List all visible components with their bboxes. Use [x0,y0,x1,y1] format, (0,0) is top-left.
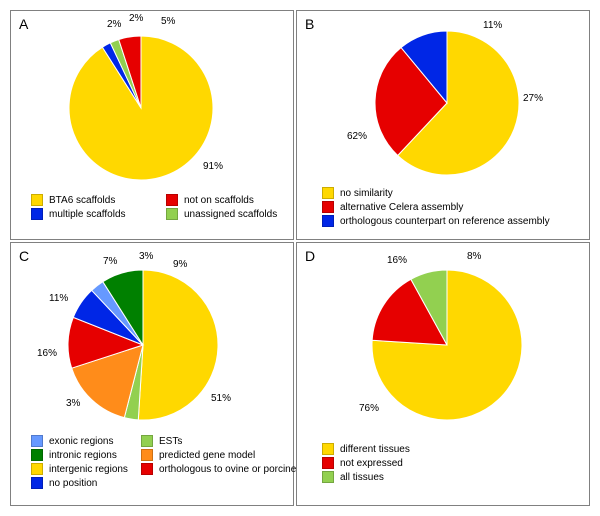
legend-swatch [166,208,178,220]
legend-item-a-0-0: BTA6 scaffolds [31,194,126,206]
legend-a-col1: not on scaffolds unassigned scaffolds [166,194,277,222]
legend-text: alternative Celera assembly [340,202,463,213]
legend-swatch [322,201,334,213]
legend-item-b-0-2: orthologous counterpart on reference ass… [322,215,550,227]
legend-text: predicted gene model [159,450,255,461]
legend-a-col0: BTA6 scaffolds multiple scaffolds [31,194,126,222]
slice-label-a-3: 5% [161,16,175,27]
legend-swatch [31,208,43,220]
slice-label-c-4: 7% [103,256,117,267]
legend-swatch [31,435,43,447]
legend-item-b-0-1: alternative Celera assembly [322,201,550,213]
legend-swatch [31,194,43,206]
legend-text: unassigned scaffolds [184,209,277,220]
panel-a: A91%2%2%5%BTA6 scaffoldsmultiple scaffol… [10,10,294,240]
legend-swatch [166,194,178,206]
legend-swatch [31,449,43,461]
slice-label-c-2: 16% [37,348,57,359]
legend-swatch [141,449,153,461]
legend-text: different tissues [340,444,410,455]
panel-d: D76%16%8%different tissuesnot expresseda… [296,242,590,506]
slice-label-c-1: 3% [66,398,80,409]
legend-text: ESTs [159,436,182,447]
legend-item-c-0-0: exonic regions [31,435,128,447]
legend-text: intronic regions [49,450,117,461]
legend-d-col0: different tissues not expressed all tissue… [322,443,410,485]
legend-text: exonic regions [49,436,113,447]
legend-text: orthologous counterpart on reference ass… [340,216,550,227]
legend-item-b-0-0: no similarity [322,187,550,199]
slice-label-b-1: 27% [523,93,543,104]
slice-label-b-2: 11% [483,20,502,31]
legend-swatch [141,435,153,447]
slice-label-b-0: 62% [347,131,367,142]
legend-text: no similarity [340,188,393,199]
legend-text: no position [49,478,97,489]
legend-text: not expressed [340,458,403,469]
panel-b: B62%27%11%no similarityalternative Celer… [296,10,590,240]
legend-item-c-0-1: intronic regions [31,449,128,461]
legend-swatch [322,443,334,455]
legend-swatch [322,187,334,199]
slice-label-a-1: 2% [107,19,121,30]
slice-label-d-2: 8% [467,251,481,262]
legend-swatch [31,463,43,475]
slice-label-c-3: 11% [49,293,68,304]
legend-text: intergenic regions [49,464,128,475]
legend-swatch [31,477,43,489]
legend-text: not on scaffolds [184,195,254,206]
legend-text: multiple scaffolds [49,209,126,220]
legend-swatch [322,215,334,227]
legend-item-c-0-3: no position [31,477,128,489]
legend-text: BTA6 scaffolds [49,195,115,206]
slice-label-d-0: 76% [359,403,379,414]
legend-b-col0: no similarity alternative Celera assembly… [322,187,550,229]
slice-label-a-2: 2% [129,13,143,24]
legend-item-d-0-2: all tissues [322,471,410,483]
slice-label-c-6: 9% [173,259,187,270]
slice-label-d-1: 16% [387,255,407,266]
legend-swatch [141,463,153,475]
legend-item-d-0-1: not expressed [322,457,410,469]
legend-item-a-0-1: multiple scaffolds [31,208,126,220]
slice-c-0 [138,270,218,420]
legend-item-a-1-1: unassigned scaffolds [166,208,277,220]
legend-swatch [322,471,334,483]
legend-swatch [322,457,334,469]
legend-item-c-0-2: intergenic regions [31,463,128,475]
legend-item-d-0-0: different tissues [322,443,410,455]
panel-c: C51%3%16%11%7%3%9%exonic regionsintronic… [10,242,294,506]
slice-label-a-0: 91% [203,161,223,172]
legend-text: all tissues [340,472,384,483]
slice-label-c-0: 51% [211,393,231,404]
legend-item-a-1-0: not on scaffolds [166,194,277,206]
legend-c-col0: exonic regions intronic regions intergenic… [31,435,128,491]
figure-root: A91%2%2%5%BTA6 scaffoldsmultiple scaffol… [0,0,600,516]
slice-label-c-5: 3% [139,251,153,262]
